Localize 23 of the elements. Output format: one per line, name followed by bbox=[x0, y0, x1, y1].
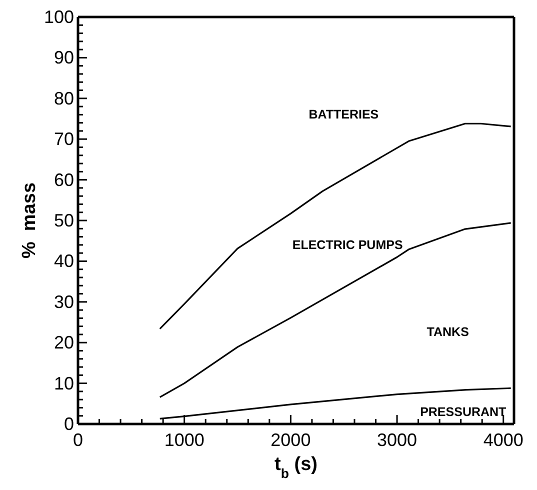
y-tick-label: 80 bbox=[54, 88, 74, 108]
y-axis-title: % mass bbox=[18, 182, 40, 259]
y-tick-label: 20 bbox=[54, 332, 74, 353]
annotation: TANKS bbox=[426, 324, 469, 339]
line-series bbox=[159, 222, 512, 398]
y-tick-label: 10 bbox=[54, 373, 74, 394]
y-tick-label: 0 bbox=[64, 414, 74, 434]
annotation: BATTERIES bbox=[308, 108, 379, 122]
y-tick-label: 100 bbox=[44, 7, 74, 27]
x-axis-title: t$_{b}$ (s) bbox=[274, 454, 318, 480]
x-tick-label: 2000 bbox=[270, 430, 311, 450]
line-series bbox=[159, 387, 512, 420]
y-tick-label: 30 bbox=[54, 292, 74, 312]
x-tick-label: 1000 bbox=[164, 430, 204, 450]
y-tick-label: 70 bbox=[54, 129, 74, 150]
y-tick-label: 90 bbox=[54, 48, 74, 68]
annotation: ELECTRIC PUMPS bbox=[292, 238, 403, 252]
y-tick-label: 40 bbox=[54, 251, 74, 272]
y-tick-label: 60 bbox=[54, 170, 74, 190]
y-tick-label: 50 bbox=[54, 210, 74, 230]
annotation: PRESSURANT bbox=[420, 405, 507, 420]
x-tick-label: 3000 bbox=[377, 430, 418, 450]
x-tick-label: 4000 bbox=[483, 430, 524, 450]
